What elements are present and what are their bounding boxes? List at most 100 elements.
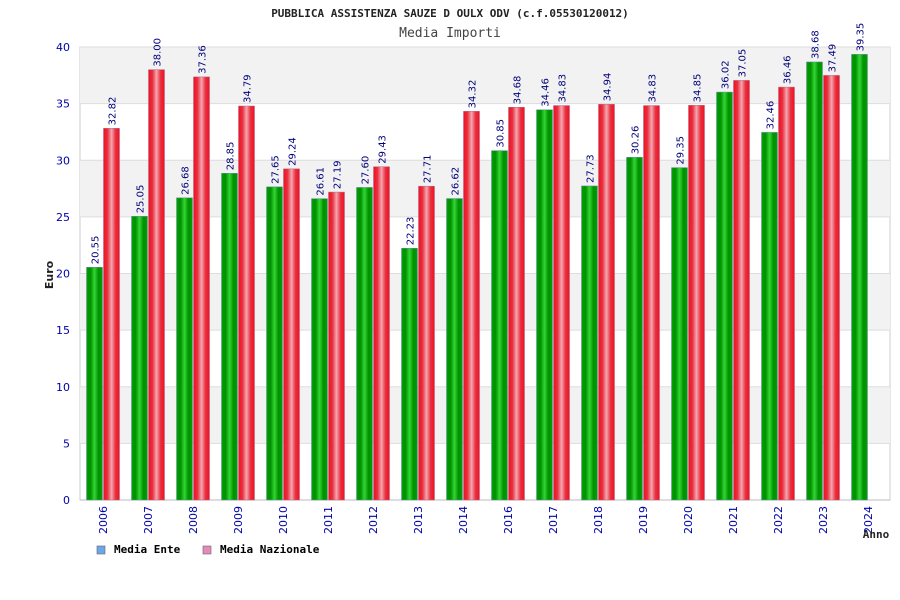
bar-media-nazionale-2022	[778, 86, 795, 501]
value-label-media-nazionale-2011: 27.19	[333, 160, 344, 189]
grid-band	[80, 273, 890, 331]
x-tick-label-2020: 2020	[682, 506, 695, 534]
bar-media-nazionale-2017	[553, 105, 570, 501]
bar-media-nazionale-2019	[643, 105, 660, 501]
bar-media-nazionale-2021	[733, 80, 750, 501]
x-tick-label-2013: 2013	[412, 506, 425, 534]
bar-media-ente-2012	[356, 187, 373, 501]
bar-media-ente-2006	[86, 267, 103, 501]
bar-media-ente-2018	[581, 185, 598, 501]
bar-media-ente-2011	[311, 198, 328, 501]
x-tick-label-2007: 2007	[142, 506, 155, 534]
y-axis-ticks: 0 5 10 15 20 25 30 35 40	[56, 41, 70, 507]
chart-title: PUBBLICA ASSISTENZA SAUZE D OULX ODV (c.…	[271, 7, 629, 20]
legend-swatch-media-nazionale	[202, 545, 212, 555]
y-tick-label: 25	[56, 211, 70, 224]
value-label-media-nazionale-2007: 38.00	[153, 38, 164, 67]
bar-media-ente-2014	[446, 198, 463, 501]
bar-media-ente-2020	[671, 167, 688, 501]
value-label-media-ente-2016: 30.85	[496, 119, 507, 148]
value-label-media-nazionale-2018: 34.94	[603, 73, 614, 102]
value-label-media-nazionale-2008: 37.36	[198, 45, 209, 74]
value-label-media-nazionale-2017: 34.83	[558, 74, 569, 103]
value-label-media-nazionale-2006: 32.82	[108, 97, 119, 126]
value-label-media-nazionale-2013: 27.71	[423, 155, 434, 184]
value-labels: 20.55 32.82 25.05 38.00 26.68 37.36 28.85 34.79…	[91, 23, 867, 265]
bar-media-nazionale-2014	[463, 111, 480, 501]
bar-media-nazionale-2013	[418, 185, 435, 501]
grid-band	[80, 386, 890, 444]
x-tick-label-2023: 2023	[817, 506, 830, 534]
bars-group	[86, 54, 868, 501]
bar-media-ente-2016	[491, 150, 508, 501]
legend-label-media-nazionale: Media Nazionale	[220, 543, 320, 556]
y-tick-label: 5	[63, 437, 70, 450]
value-label-media-ente-2021: 36.02	[721, 60, 732, 89]
value-label-media-ente-2011: 26.61	[316, 167, 327, 196]
legend-label-media-ente: Media Ente	[114, 543, 181, 556]
x-tick-label-2021: 2021	[727, 506, 740, 534]
bar-media-ente-2010	[266, 186, 283, 501]
value-label-media-ente-2024: 39.35	[856, 23, 867, 52]
bar-media-nazionale-2006	[103, 128, 120, 501]
value-label-media-nazionale-2022: 36.46	[783, 55, 794, 84]
chart-subtitle: Media Importi	[399, 26, 501, 41]
x-axis-label: Anno	[863, 528, 890, 541]
x-tick-label-2014: 2014	[457, 506, 470, 534]
value-label-media-ente-2009: 28.85	[226, 142, 237, 171]
value-label-media-ente-2023: 38.68	[811, 30, 822, 59]
value-label-media-ente-2022: 32.46	[766, 101, 777, 130]
legend: Media Ente Media Nazionale	[96, 543, 320, 556]
bar-media-nazionale-2007	[148, 69, 165, 501]
y-tick-label: 20	[56, 268, 70, 281]
y-tick-label: 35	[56, 98, 70, 111]
bar-media-nazionale-2012	[373, 166, 390, 501]
bar-media-ente-2023	[806, 61, 823, 501]
value-label-media-nazionale-2019: 34.83	[648, 74, 659, 103]
value-label-media-ente-2017: 34.46	[541, 78, 552, 107]
bar-media-nazionale-2018	[598, 104, 615, 501]
x-tick-label-2006: 2006	[97, 506, 110, 534]
bar-media-ente-2007	[131, 216, 148, 501]
gridlines	[80, 46, 890, 501]
bar-media-ente-2024	[851, 54, 868, 501]
value-label-media-nazionale-2023: 37.49	[828, 44, 839, 73]
bar-media-ente-2022	[761, 132, 778, 501]
x-tick-label-2017: 2017	[547, 506, 560, 534]
value-label-media-ente-2014: 26.62	[451, 167, 462, 196]
value-label-media-nazionale-2010: 29.24	[288, 137, 299, 166]
bar-media-nazionale-2010	[283, 168, 300, 501]
y-tick-label: 0	[63, 494, 70, 507]
value-label-media-nazionale-2016: 34.68	[513, 76, 524, 105]
value-label-media-nazionale-2012: 29.43	[378, 135, 389, 164]
x-tick-label-2018: 2018	[592, 506, 605, 534]
value-label-media-nazionale-2020: 34.85	[693, 74, 704, 103]
legend-swatch-media-ente	[96, 545, 106, 555]
x-tick-label-2022: 2022	[772, 506, 785, 534]
bar-media-ente-2017	[536, 109, 553, 501]
value-label-media-ente-2019: 30.26	[631, 126, 642, 155]
bar-media-ente-2008	[176, 197, 193, 501]
value-label-media-ente-2018: 27.73	[586, 154, 597, 183]
x-tick-label-2019: 2019	[637, 506, 650, 534]
y-tick-label: 40	[56, 41, 70, 54]
grid-band	[80, 47, 890, 104]
bar-media-ente-2009	[221, 173, 238, 501]
value-label-media-nazionale-2009: 34.79	[243, 74, 254, 103]
value-label-media-nazionale-2021: 37.05	[738, 49, 749, 78]
x-tick-label-2016: 2016	[502, 506, 515, 534]
x-tick-label-2012: 2012	[367, 506, 380, 534]
bar-media-nazionale-2023	[823, 75, 840, 501]
bar-media-ente-2021	[716, 91, 733, 501]
x-tick-label-2009: 2009	[232, 506, 245, 534]
bar-media-nazionale-2016	[508, 106, 525, 501]
value-label-media-ente-2012: 27.60	[361, 156, 372, 185]
bar-media-nazionale-2011	[328, 191, 345, 501]
y-tick-label: 15	[56, 324, 70, 337]
x-tick-label-2010: 2010	[277, 506, 290, 534]
y-tick-label: 30	[56, 154, 70, 167]
bar-media-ente-2019	[626, 157, 643, 501]
value-label-media-ente-2010: 27.65	[271, 155, 282, 184]
x-tick-label-2008: 2008	[187, 506, 200, 534]
